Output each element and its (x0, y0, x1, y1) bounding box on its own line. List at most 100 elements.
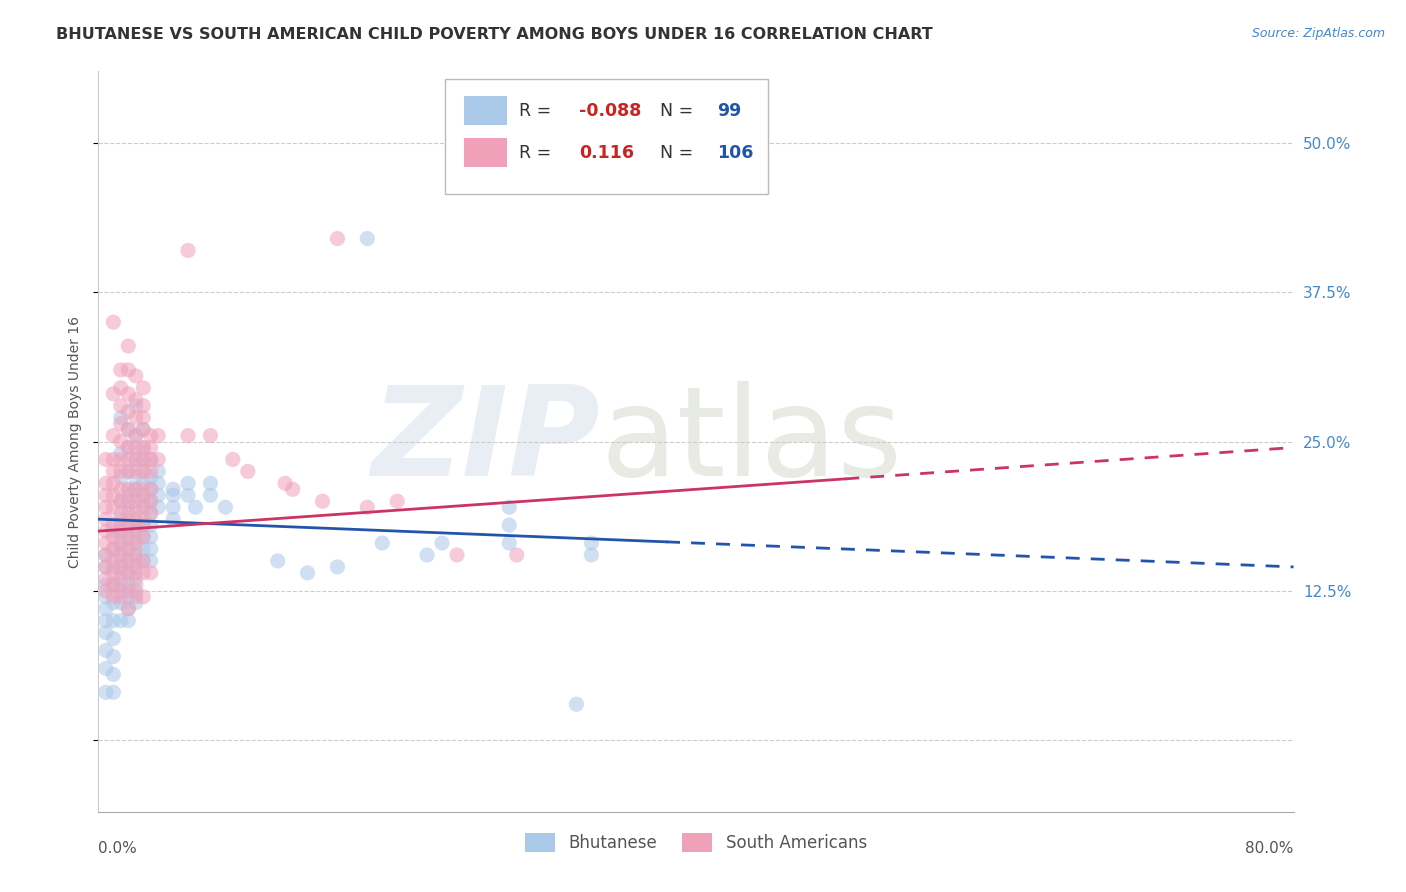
Point (148, 500, 170, 515)
Point (103, 524, 125, 538)
Point (162, 483, 184, 497)
Point (132, 566, 155, 580)
Point (117, 423, 139, 437)
Point (132, 506, 155, 520)
Point (125, 441, 148, 455)
Point (94, 590, 117, 604)
Point (125, 410, 148, 425)
Point (117, 506, 139, 520)
Point (610, 124, 633, 138)
Point (94, 452, 117, 467)
Point (94, 614, 117, 628)
Point (200, 488, 222, 502)
Point (274, 476, 297, 491)
Point (139, 506, 162, 520)
Point (117, 583, 139, 598)
Point (94, 685, 117, 699)
Point (117, 339, 139, 353)
Point (125, 566, 148, 580)
Text: R =: R = (519, 144, 551, 161)
Point (110, 566, 132, 580)
Point (125, 494, 148, 508)
Point (385, 494, 409, 508)
Point (125, 512, 148, 526)
Point (94, 560, 117, 574)
Point (103, 560, 125, 574)
Point (117, 578, 139, 592)
Point (132, 518, 155, 533)
Point (117, 554, 139, 568)
Point (148, 428, 170, 442)
Point (125, 548, 148, 562)
Point (177, 428, 200, 442)
Point (103, 685, 125, 699)
Point (110, 381, 132, 395)
Text: BHUTANESE VS SOUTH AMERICAN CHILD POVERTY AMONG BOYS UNDER 16 CORRELATION CHART: BHUTANESE VS SOUTH AMERICAN CHILD POVERT… (56, 27, 934, 42)
Point (110, 524, 132, 538)
Point (103, 578, 125, 592)
Point (94, 578, 117, 592)
Point (94, 643, 117, 657)
Point (356, 231, 378, 245)
Point (371, 536, 394, 550)
Text: 106: 106 (717, 144, 754, 161)
Point (110, 578, 132, 592)
Point (117, 494, 139, 508)
Point (125, 541, 148, 556)
Point (117, 464, 139, 478)
Point (125, 428, 148, 442)
Point (125, 596, 148, 610)
Point (281, 483, 304, 497)
Point (125, 452, 148, 467)
Point (132, 410, 155, 425)
Point (132, 590, 155, 604)
Text: 0.116: 0.116 (579, 144, 634, 161)
Point (498, 536, 520, 550)
Point (125, 399, 148, 413)
Point (117, 601, 139, 615)
Y-axis label: Child Poverty Among Boys Under 16: Child Poverty Among Boys Under 16 (69, 316, 83, 567)
Point (162, 512, 184, 526)
Point (267, 554, 290, 568)
Point (110, 417, 132, 431)
Point (110, 518, 132, 533)
Point (103, 590, 125, 604)
Point (326, 231, 349, 245)
Point (177, 476, 200, 491)
Point (117, 554, 139, 568)
Point (110, 464, 132, 478)
Point (117, 464, 139, 478)
Point (117, 506, 139, 520)
Point (125, 536, 148, 550)
Point (132, 488, 155, 502)
Text: 99: 99 (717, 102, 742, 120)
Point (117, 566, 139, 580)
Point (117, 518, 139, 533)
Point (110, 494, 132, 508)
Point (139, 428, 162, 442)
Point (139, 441, 162, 455)
Point (125, 590, 148, 604)
Point (103, 554, 125, 568)
Point (103, 464, 125, 478)
Point (117, 601, 139, 615)
Point (506, 548, 529, 562)
Point (94, 524, 117, 538)
Point (125, 554, 148, 568)
Point (110, 596, 132, 610)
Point (117, 423, 139, 437)
Text: N =: N = (661, 102, 693, 120)
Point (110, 506, 132, 520)
Point (110, 548, 132, 562)
Point (110, 452, 132, 467)
Point (103, 452, 125, 467)
Point (125, 530, 148, 544)
Point (132, 423, 155, 437)
Point (94, 500, 117, 515)
Point (103, 500, 125, 515)
Point (94, 512, 117, 526)
Point (132, 494, 155, 508)
Point (132, 464, 155, 478)
FancyBboxPatch shape (446, 78, 768, 194)
Point (214, 500, 236, 515)
